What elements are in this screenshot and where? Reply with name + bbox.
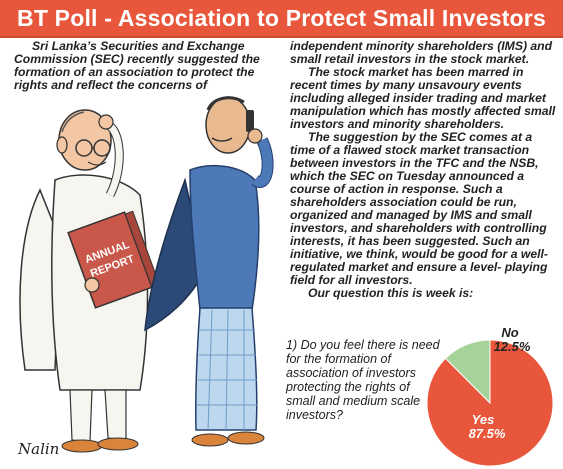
paragraph-2: The stock market has been marred in rece… <box>290 65 556 131</box>
artist-signature: Nalin <box>18 440 60 458</box>
article-body: independent minority shareholders (IMS) … <box>290 40 560 300</box>
phone-man-figure <box>144 96 274 447</box>
reading-man-figure: ANNUAL REPORT <box>19 109 161 453</box>
pie-label-yes: Yes <box>472 412 495 427</box>
pie-value-yes: 87.5% <box>469 426 506 441</box>
cartoon-illustration: ANNUAL REPORT <box>19 96 274 453</box>
question-intro: Our question this is week is: <box>308 286 474 300</box>
poll-question: 1) Do you feel there is need for the for… <box>286 338 440 422</box>
intro-paragraph: Sri Lanka’s Securities and Exchange Comm… <box>14 39 260 92</box>
pie-label-no: No <box>501 325 518 340</box>
paragraph-3: The suggestion by the SEC comes at a tim… <box>290 130 548 287</box>
pie-value-no: 12.5% <box>494 339 531 354</box>
page-title: BT Poll - Association to Protect Small I… <box>17 5 546 31</box>
header-banner: BT Poll - Association to Protect Small I… <box>0 0 563 38</box>
article-intro: Sri Lanka’s Securities and Exchange Comm… <box>14 40 284 92</box>
pie-slice-yes <box>426 339 554 467</box>
paragraph-1: independent minority shareholders (IMS) … <box>290 39 553 66</box>
